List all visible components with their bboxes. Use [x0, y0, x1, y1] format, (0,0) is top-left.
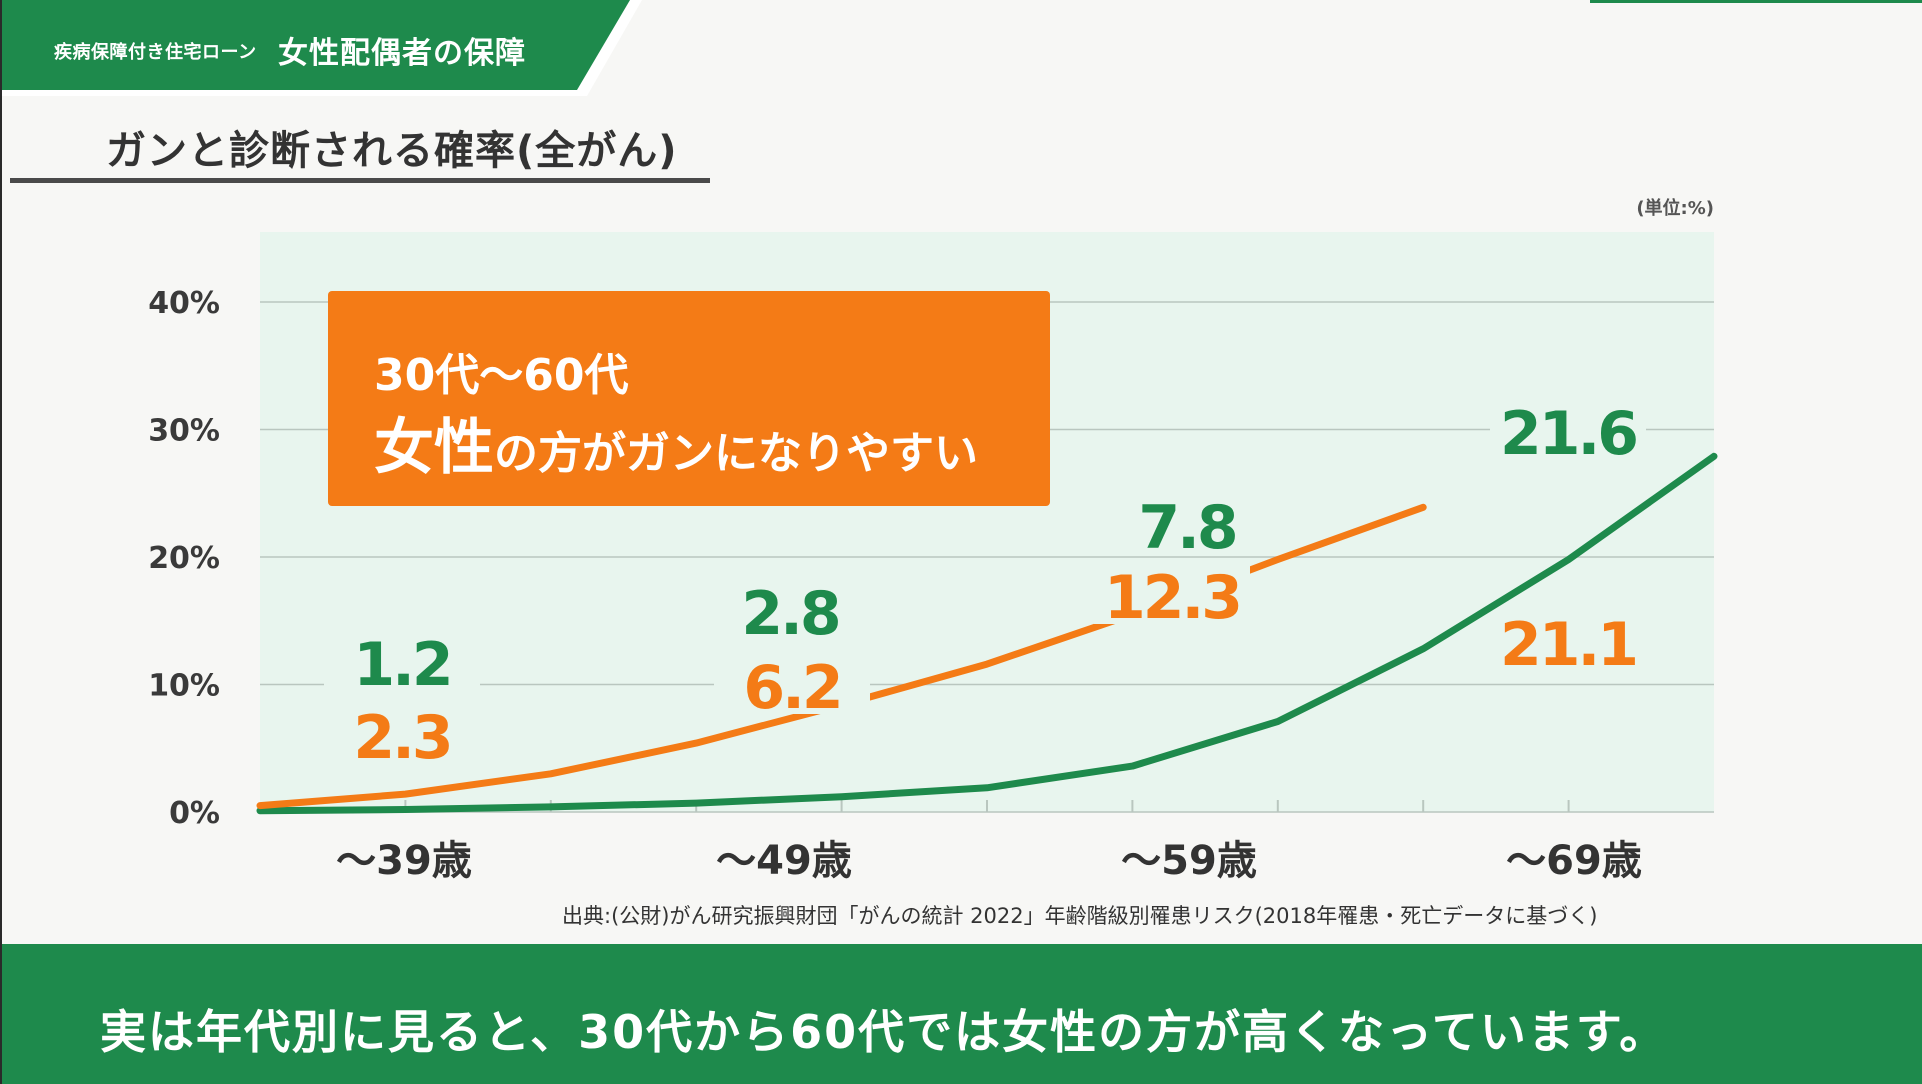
- banner-title: 女性配偶者の保障: [278, 36, 526, 71]
- data-label-green: 2.8: [741, 579, 839, 649]
- x-tick-label: 〜49歳: [716, 838, 852, 884]
- data-label-knockout: [1109, 496, 1265, 554]
- y-tick-label: 40%: [148, 286, 220, 321]
- footer-bar: 実は年代別に見ると、30代から60代では女性の方が高くなっています。: [2, 944, 1922, 1084]
- callout-emphasis: 女性: [374, 413, 494, 483]
- y-tick-label: 10%: [148, 669, 220, 704]
- unit-label: (単位:%): [1636, 198, 1714, 219]
- data-label-knockout: [1490, 613, 1646, 671]
- section-underline: [10, 178, 710, 183]
- data-label-knockout: [324, 633, 480, 691]
- footer-text: 実は年代別に見ると、30代から60代では女性の方が高くなっています。: [100, 1005, 1668, 1059]
- data-label-orange: 21.1: [1500, 610, 1636, 680]
- section-title: ガンと診断される確率(全がん): [106, 128, 678, 174]
- callout-line2: 女性の方がガンになりやすい: [374, 399, 978, 486]
- banner-subtitle: 疾病保障付き住宅ローン: [54, 42, 257, 63]
- top-rule: [1590, 0, 1922, 3]
- data-label-knockout: [712, 582, 868, 640]
- callout-box: 30代〜60代 女性の方がガンになりやすい: [328, 291, 1050, 506]
- data-label-green: 1.2: [353, 630, 450, 700]
- y-tick-label: 0%: [169, 796, 220, 831]
- header-banner: 疾病保障付き住宅ローン 女性配偶者の保障: [2, 0, 662, 100]
- x-tick-label: 〜69歳: [1506, 838, 1642, 884]
- data-label-knockout: [1094, 566, 1250, 624]
- banner-shape: [2, 0, 642, 96]
- data-label-orange: 6.2: [743, 653, 840, 723]
- callout-line1: 30代〜60代: [374, 350, 629, 401]
- data-label-orange: 12.3: [1104, 563, 1240, 633]
- x-tick-label: 〜39歳: [336, 838, 472, 884]
- data-label-knockout: [324, 706, 480, 764]
- source-note: 出典:(公財)がん研究振興財団「がんの統計 2022」年齢階級別罹患リスク(20…: [562, 904, 1598, 928]
- y-tick-label: 20%: [148, 541, 220, 576]
- data-label-orange: 2.3: [353, 703, 450, 773]
- series-line-green: [256, 452, 1718, 815]
- y-tick-label: 30%: [148, 414, 220, 449]
- callout-rest: の方がガンになりやすい: [494, 428, 978, 479]
- data-label-green: 7.8: [1138, 493, 1236, 563]
- data-label-green: 21.6: [1500, 399, 1636, 469]
- x-tick-label: 〜59歳: [1121, 838, 1257, 884]
- data-label-knockout: [1490, 402, 1646, 460]
- data-label-knockout: [714, 656, 870, 714]
